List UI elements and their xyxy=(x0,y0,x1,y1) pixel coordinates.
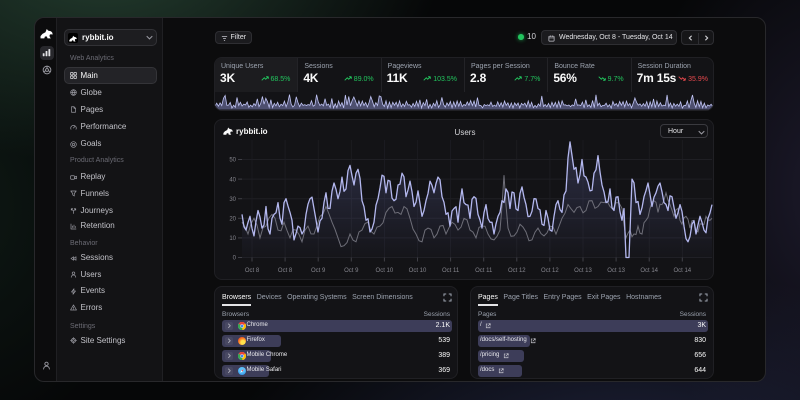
svg-text:Oct 10: Oct 10 xyxy=(409,268,427,274)
svg-text:Oct 9: Oct 9 xyxy=(311,268,326,274)
svg-text:Oct 8: Oct 8 xyxy=(245,268,260,274)
svg-text:Oct 14: Oct 14 xyxy=(673,268,691,274)
svg-text:40: 40 xyxy=(229,177,236,183)
svg-text:Oct 14: Oct 14 xyxy=(640,268,658,274)
svg-text:0: 0 xyxy=(233,256,237,262)
svg-text:Oct 10: Oct 10 xyxy=(376,268,394,274)
svg-text:Oct 8: Oct 8 xyxy=(278,268,293,274)
svg-text:Oct 9: Oct 9 xyxy=(344,268,359,274)
svg-text:10: 10 xyxy=(229,236,236,242)
svg-text:20: 20 xyxy=(229,217,236,223)
svg-text:Oct 12: Oct 12 xyxy=(508,268,526,274)
svg-text:Oct 11: Oct 11 xyxy=(442,268,460,274)
svg-text:50: 50 xyxy=(229,158,236,164)
svg-text:Oct 13: Oct 13 xyxy=(607,268,625,274)
svg-text:30: 30 xyxy=(229,197,236,203)
svg-text:Oct 11: Oct 11 xyxy=(475,268,493,274)
svg-text:Oct 13: Oct 13 xyxy=(574,268,592,274)
svg-text:Oct 12: Oct 12 xyxy=(541,268,559,274)
